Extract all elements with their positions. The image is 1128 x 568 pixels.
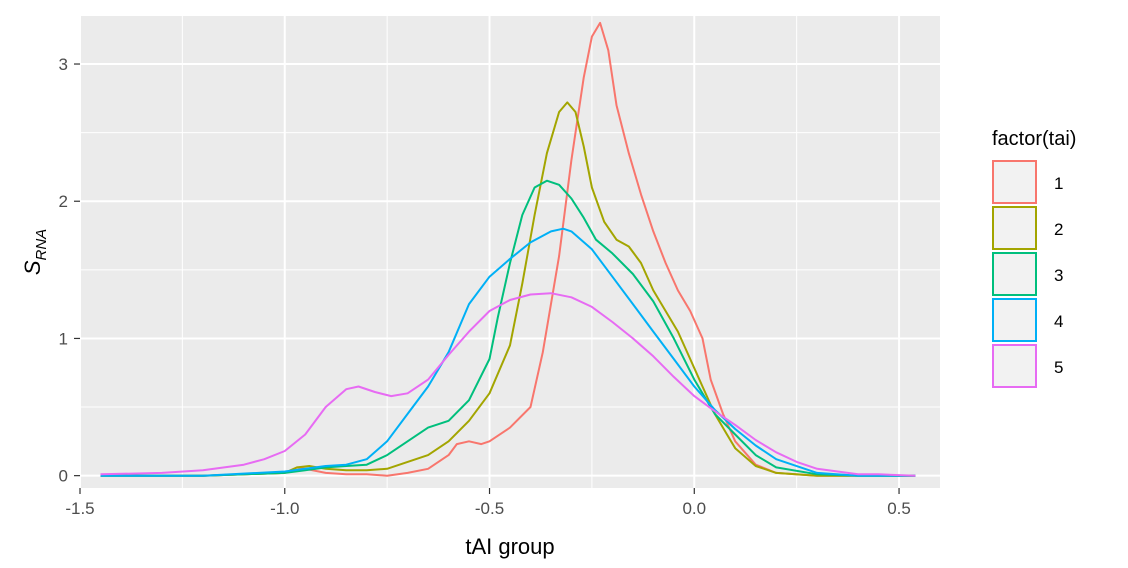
- legend-key-5: [992, 344, 1037, 388]
- y-axis-ticks: 0 1 2 3: [59, 55, 80, 486]
- y-axis-title-sub: RNA: [33, 229, 50, 261]
- legend-title: factor(tai): [992, 128, 1076, 150]
- x-tick-label: 0.0: [682, 499, 706, 518]
- x-tick-label: -1.5: [65, 499, 94, 518]
- y-tick-label: 3: [59, 55, 68, 74]
- series-line-2: [100, 101, 916, 477]
- major-gridlines: [79, 16, 940, 488]
- legend-key-2: [992, 206, 1037, 250]
- x-tick-label: -0.5: [475, 499, 504, 518]
- legend-label-4: 4: [1054, 312, 1063, 331]
- y-axis-title-main: S: [20, 260, 45, 275]
- series-line-1: [100, 21, 916, 477]
- legend-label-2: 2: [1054, 220, 1063, 239]
- legend: factor(tai) 1 2 3 4 5: [992, 128, 1076, 388]
- series-line-4: [100, 227, 916, 477]
- legend-key-4: [992, 298, 1037, 342]
- legend-key-3: [992, 252, 1037, 296]
- series-lines: [100, 21, 916, 477]
- x-tick-label: -1.0: [270, 499, 299, 518]
- x-axis-ticks: -1.5 -1.0 -0.5 0.0 0.5: [65, 488, 911, 518]
- x-axis-title: tAI group: [465, 534, 554, 559]
- legend-label-3: 3: [1054, 266, 1063, 285]
- y-axis-title: SRNA: [20, 229, 50, 275]
- legend-label-5: 5: [1054, 358, 1063, 377]
- y-tick-label: 2: [59, 192, 68, 211]
- series-line-3: [100, 179, 916, 477]
- x-tick-label: 0.5: [887, 499, 911, 518]
- legend-key-1: [992, 160, 1037, 204]
- minor-gridlines: [80, 16, 940, 488]
- legend-label-1: 1: [1054, 174, 1063, 193]
- legend-items: 1 2 3 4 5: [992, 160, 1063, 388]
- series-line-5: [100, 292, 916, 477]
- plot-panel: [80, 16, 940, 488]
- y-tick-label: 1: [59, 329, 68, 348]
- y-tick-label: 0: [59, 467, 68, 486]
